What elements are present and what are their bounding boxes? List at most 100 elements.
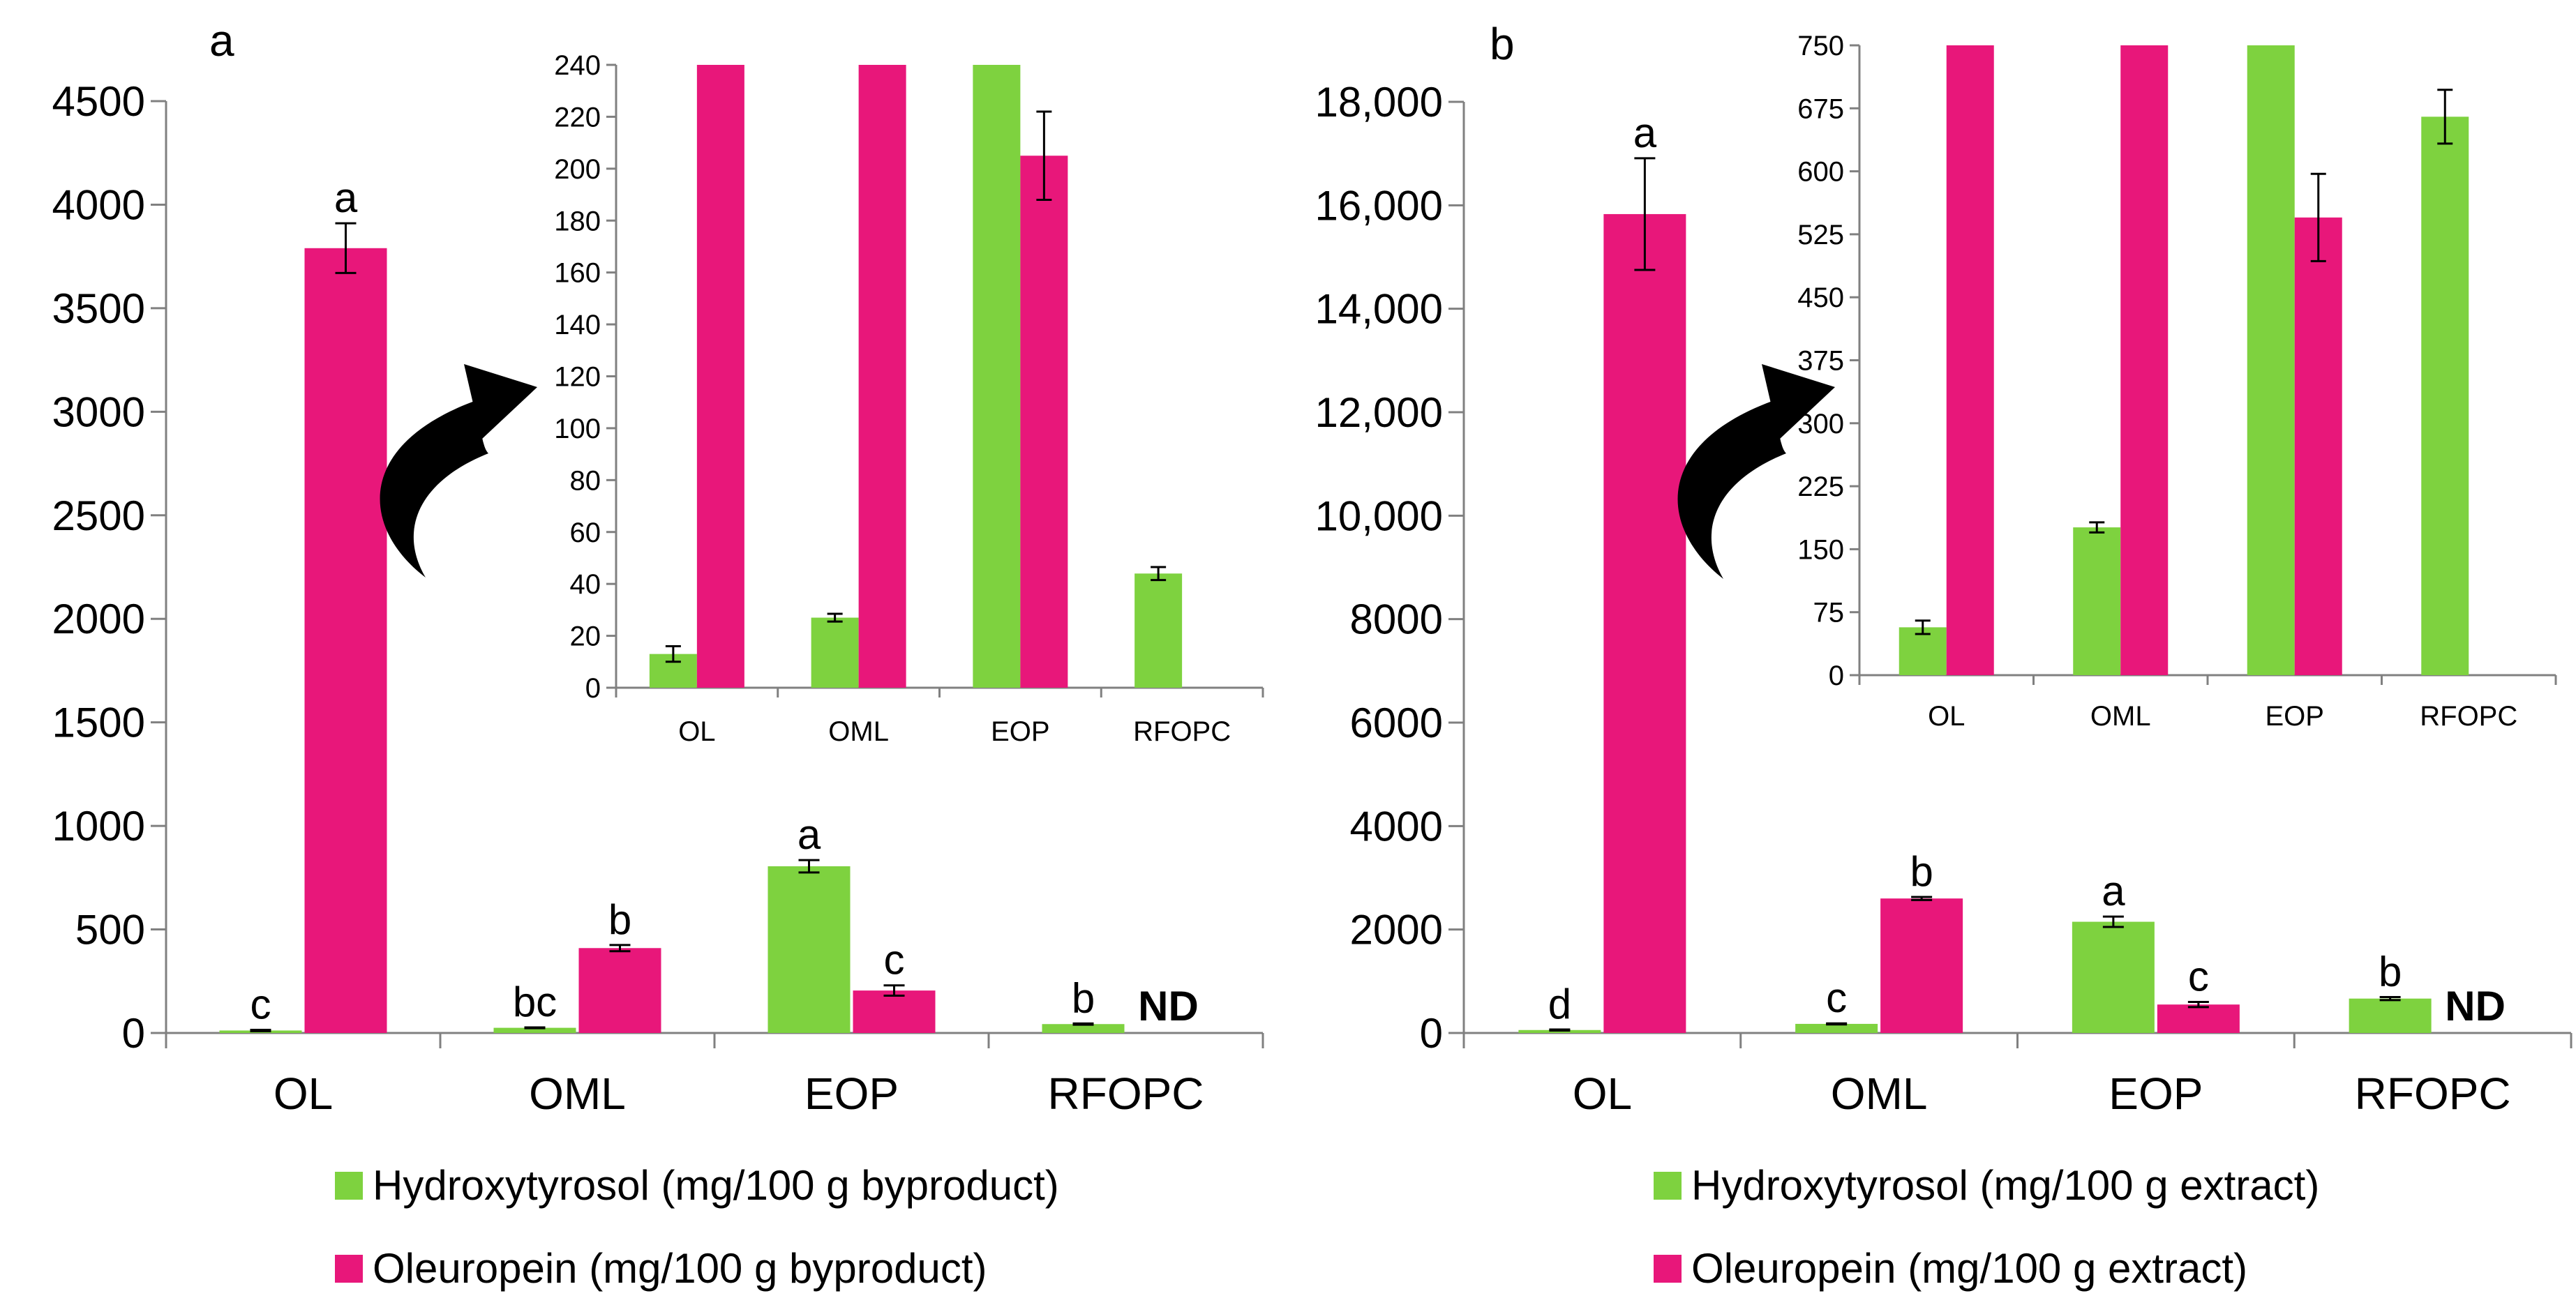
- x-tick-label: OL: [1573, 1069, 1632, 1119]
- y-tick-label: 375: [1797, 346, 1844, 377]
- y-tick-label: 675: [1797, 93, 1844, 124]
- y-tick-label: 8000: [1350, 596, 1443, 643]
- legend-b: Hydroxytyrosol (mg/100 g extract) Oleuro…: [1654, 1161, 2319, 1292]
- y-tick-label: 500: [75, 907, 145, 953]
- bar-hydroxytyrosol: [811, 617, 859, 688]
- y-tick-label: 140: [554, 310, 601, 340]
- y-tick-label: 3000: [52, 389, 145, 435]
- bar-hydroxytyrosol: [2072, 921, 2155, 1033]
- y-tick-label: 0: [585, 673, 601, 704]
- y-tick-label: 150: [1797, 534, 1844, 565]
- y-tick-label: 18,000: [1315, 79, 1443, 126]
- y-tick-label: 6000: [1350, 700, 1443, 746]
- y-tick-label: 600: [1797, 157, 1844, 188]
- significance-letter: b: [2379, 948, 2402, 995]
- legend-label: Oleuropein (mg/100 g byproduct): [373, 1245, 987, 1292]
- y-tick-label: 4500: [52, 78, 145, 125]
- significance-letter: c: [250, 981, 271, 1028]
- x-tick-label: RFOPC: [2420, 701, 2517, 732]
- legend-label: Hydroxytyrosol (mg/100 g byproduct): [373, 1162, 1059, 1209]
- y-tick-label: 40: [570, 569, 601, 600]
- bar-hydroxytyrosol: [1135, 573, 1183, 688]
- x-tick-label: OML: [529, 1069, 626, 1119]
- x-tick-label: OL: [1928, 701, 1965, 732]
- bar-oleuropein: [1603, 213, 1686, 1034]
- significance-letter: bc: [513, 979, 557, 1025]
- y-tick-label: 100: [554, 414, 601, 444]
- significance-letter: c: [2188, 953, 2209, 1000]
- arrow-b: [1677, 364, 1835, 579]
- panel-label: a: [209, 15, 234, 66]
- legend-swatch-green: [1654, 1171, 1682, 1200]
- y-tick-label: 525: [1797, 220, 1844, 250]
- significance-letter: d: [1548, 981, 1571, 1027]
- x-tick-label: OL: [678, 716, 715, 747]
- y-tick-label: 1000: [52, 803, 145, 850]
- legend-item-oleuropein: Oleuropein (mg/100 g extract): [1654, 1244, 2319, 1292]
- x-tick-label: OL: [274, 1069, 333, 1119]
- legend-item-oleuropein: Oleuropein (mg/100 g byproduct): [335, 1244, 1059, 1292]
- x-tick-label: RFOPC: [1133, 716, 1231, 747]
- legend-item-hydroxytyrosol: Hydroxytyrosol (mg/100 g byproduct): [335, 1161, 1059, 1209]
- y-tick-label: 10,000: [1315, 492, 1443, 539]
- bar-oleuropein: [696, 65, 744, 688]
- significance-letter: a: [2102, 868, 2125, 914]
- significance-letter: b: [1072, 974, 1095, 1021]
- y-tick-label: 120: [554, 362, 601, 393]
- legend-swatch-green: [335, 1171, 363, 1200]
- bar-hydroxytyrosol: [1795, 1023, 1878, 1033]
- y-tick-label: 225: [1797, 472, 1844, 502]
- bar-oleuropein: [853, 990, 936, 1033]
- x-tick-label: EOP: [2266, 701, 2324, 732]
- y-tick-label: 180: [554, 206, 601, 236]
- y-tick-label: 2000: [52, 596, 145, 642]
- significance-letter: a: [1633, 110, 1657, 156]
- x-tick-label: OML: [828, 716, 889, 747]
- significance-letter: b: [608, 896, 631, 943]
- y-tick-label: 450: [1797, 282, 1844, 313]
- y-tick-label: 60: [570, 518, 601, 548]
- x-tick-label: OML: [2090, 701, 2151, 732]
- bar-hydroxytyrosol: [973, 65, 1021, 688]
- arrow-a: [380, 364, 537, 578]
- y-tick-label: 220: [554, 102, 601, 133]
- significance-letter: c: [884, 937, 905, 983]
- y-tick-label: 750: [1797, 31, 1844, 61]
- y-tick-label: 0: [1420, 1010, 1443, 1057]
- y-tick-label: 0: [1829, 661, 1844, 691]
- bar-oleuropein: [2157, 1004, 2240, 1033]
- y-tick-label: 4000: [1350, 803, 1443, 850]
- bar-hydroxytyrosol: [2247, 45, 2295, 675]
- significance-letter: c: [1826, 974, 1847, 1021]
- bar-hydroxytyrosol: [1899, 627, 1947, 675]
- bar-hydroxytyrosol: [2073, 527, 2121, 675]
- bar-oleuropein: [2120, 45, 2169, 675]
- x-tick-label: OML: [1831, 1069, 1928, 1119]
- x-tick-label: RFOPC: [2355, 1069, 2511, 1119]
- bar-oleuropein: [578, 948, 661, 1033]
- y-tick-label: 12,000: [1315, 389, 1443, 436]
- chart-a-inset: 0 20 40 60 80 100 120 140 160 180 200 220 240 OL OML EO…: [554, 50, 1264, 747]
- significance-letter: a: [334, 174, 358, 221]
- legend-swatch-pink: [335, 1254, 363, 1283]
- x-tick-label: RFOPC: [1048, 1069, 1204, 1119]
- y-tick-label: 80: [570, 465, 601, 496]
- x-tick-label: EOP: [804, 1069, 899, 1119]
- legend-swatch-pink: [1654, 1254, 1682, 1283]
- legend-item-hydroxytyrosol: Hydroxytyrosol (mg/100 g extract): [1654, 1161, 2319, 1209]
- panel-label: b: [1490, 19, 1515, 69]
- chart-a-main: 050010001500200025003000350040004500OLca…: [52, 15, 1264, 1119]
- bar-hydroxytyrosol: [2421, 116, 2469, 676]
- bar-hydroxytyrosol: [2349, 998, 2432, 1033]
- legend-label: Oleuropein (mg/100 g extract): [1691, 1245, 2248, 1292]
- y-tick-label: 2500: [52, 492, 145, 539]
- y-tick-label: 75: [1813, 598, 1845, 628]
- x-tick-label: EOP: [2109, 1069, 2203, 1119]
- chart-b-main: 0200040006000800010,00012,00014,00016,00…: [1315, 19, 2573, 1119]
- y-tick-label: 200: [554, 154, 601, 185]
- y-tick-label: 2000: [1350, 907, 1443, 953]
- bar-oleuropein: [1020, 156, 1068, 688]
- bar-oleuropein: [1880, 898, 1963, 1033]
